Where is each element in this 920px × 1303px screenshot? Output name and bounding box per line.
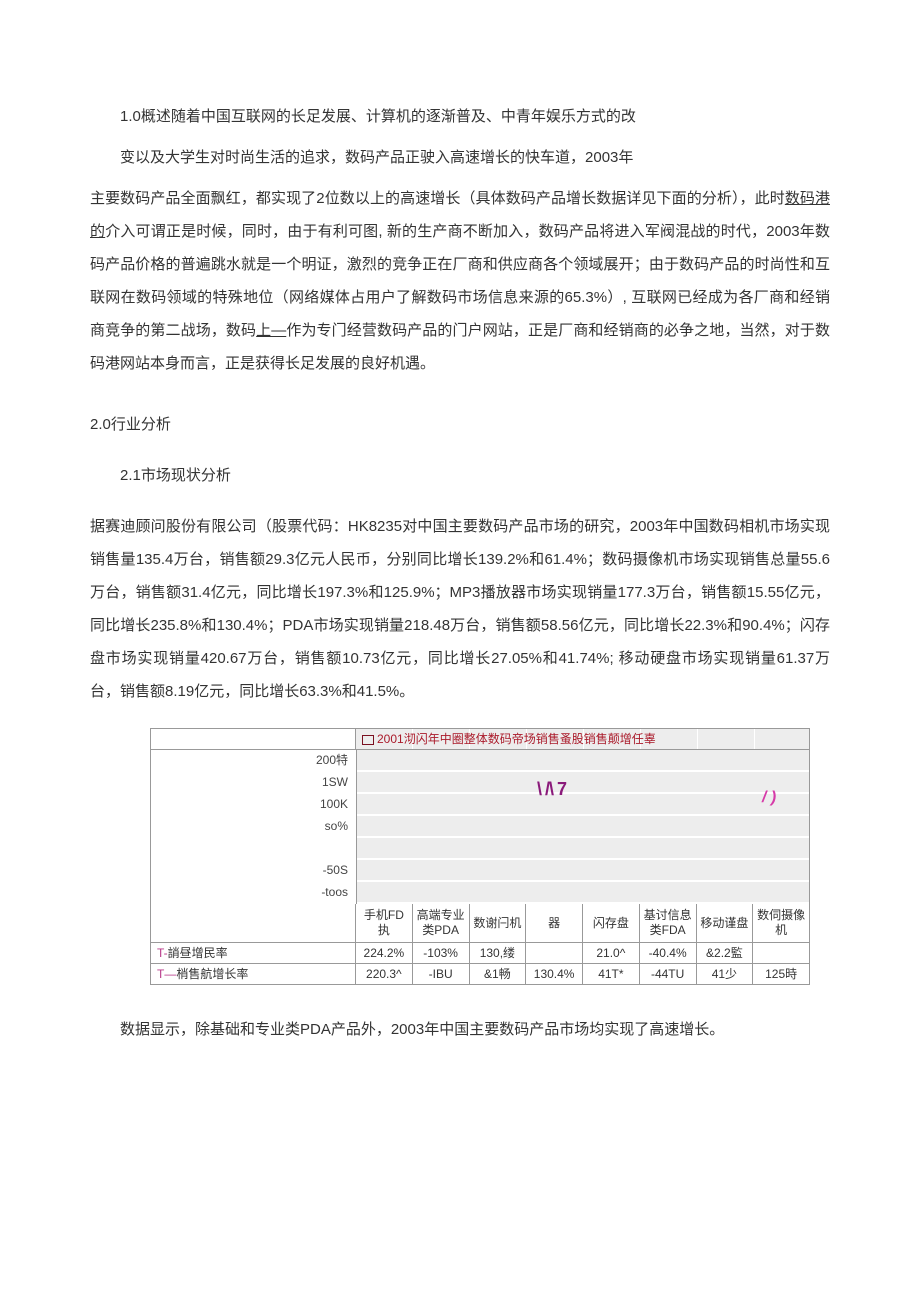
ytick: 1SW	[151, 772, 348, 794]
row1-label: T-誚昼增民率	[151, 943, 356, 963]
chart-title-row: 2001沏闪年中圈整体数码帝场销售蚤股销售颠增任辜	[150, 728, 810, 750]
cat-cell: 手机FD执	[356, 904, 413, 942]
chart-glyph-1: \ /\ 7	[537, 770, 566, 810]
cat-cell: 移动谨盘	[697, 904, 754, 942]
ytick	[151, 838, 348, 860]
chart-title: 2001沏闪年中圈整体数码帝场销售蚤股销售颠增任辜	[356, 729, 809, 749]
y-axis: 200特 1SW 100K so% -50S -toos	[151, 750, 356, 904]
ytick: so%	[151, 816, 348, 838]
cat-cell: 器	[526, 904, 583, 942]
cat-cell: 基讨信息类FDA	[640, 904, 697, 942]
row2-text: 梢售航增长率	[176, 967, 248, 981]
footnote: 数据显示，除基础和专业类PDA产品外，2003年中国主要数码产品市场均实现了高速…	[90, 1013, 830, 1046]
cell: -40.4%	[640, 943, 697, 963]
cell: 21.0^	[583, 943, 640, 963]
cat-empty	[151, 904, 356, 942]
cat-cell: 闪存盘	[583, 904, 640, 942]
chart-plot: \ /\ 7 / )	[356, 750, 809, 904]
chart-title-empty	[151, 729, 356, 749]
cat-cell: 数谢闩机	[470, 904, 527, 942]
ytick: -50S	[151, 860, 348, 882]
cell: 220.3^	[356, 964, 413, 984]
chart-container: 2001沏闪年中圈整体数码帝场销售蚤股销售颠增任辜 200特 1SW 100K …	[150, 728, 810, 985]
p1-pre: 主要数码产品全面飘红，都实现了2位数以上的高速增长（具体数码产品增长数据详见下面…	[90, 190, 785, 207]
ytick: 200特	[151, 750, 348, 772]
cell: -44TU	[640, 964, 697, 984]
chart-glyph-2: / )	[762, 780, 776, 815]
para-1-body: 主要数码产品全面飘红，都实现了2位数以上的高速增长（具体数码产品增长数据详见下面…	[90, 182, 830, 380]
data-row-2: T—梢售航增长率 220.3^ -IBU &1畅 130.4% 41T* -44…	[150, 964, 810, 985]
cell: -IBU	[413, 964, 470, 984]
heading-2-1: 2.1市场现状分析	[90, 459, 830, 492]
cell: -103%	[413, 943, 470, 963]
heading-2: 2.0行业分析	[90, 408, 830, 441]
row1-text: 誚昼增民率	[168, 946, 228, 960]
cell: 224.2%	[356, 943, 413, 963]
cell: 41T*	[583, 964, 640, 984]
cell: &1畅	[470, 964, 527, 984]
ytick: 100K	[151, 794, 348, 816]
row2-t: T—	[157, 967, 176, 981]
chart-body: 200特 1SW 100K so% -50S -toos \ /\ 7 / )	[150, 750, 810, 904]
cell	[526, 943, 583, 963]
cell	[753, 943, 809, 963]
cell: 130,缕	[470, 943, 527, 963]
ytick: -toos	[151, 882, 348, 904]
para-2: 据赛迪顾问股份有限公司（股票代码：HK8235对中国主要数码产品市场的研究，20…	[90, 510, 830, 708]
para-1-line2: 变以及大学生对时尚生活的追求，数码产品正驶入高速增长的快车道，2003年	[90, 141, 830, 174]
legend-box-icon	[362, 735, 374, 745]
link-shang: 上—	[256, 322, 286, 339]
data-row-1: T-誚昼增民率 224.2% -103% 130,缕 21.0^ -40.4% …	[150, 943, 810, 964]
para-1-line1: 1.0概述随着中国互联网的长足发展、计算机的逐渐普及、中青年娱乐方式的改	[90, 100, 830, 133]
row2-label: T—梢售航增长率	[151, 964, 356, 984]
cell: 125時	[753, 964, 809, 984]
category-row: 手机FD执 高端专业类PDA 数谢闩机 器 闪存盘 基讨信息类FDA 移动谨盘 …	[150, 904, 810, 943]
chart-title-text: 2001沏闪年中圈整体数码帝场销售蚤股销售颠增任辜	[377, 732, 656, 746]
cat-cell: 高端专业类PDA	[413, 904, 470, 942]
cat-cell: 数伺摄像机	[753, 904, 809, 942]
cell: 41少	[697, 964, 754, 984]
cell: 130.4%	[526, 964, 583, 984]
cell: &2.2監	[697, 943, 754, 963]
row1-t: T-	[157, 946, 168, 960]
